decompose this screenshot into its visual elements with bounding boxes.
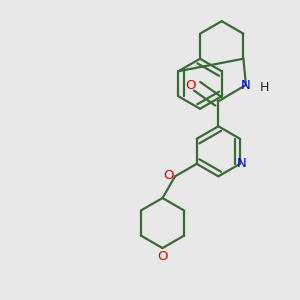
Text: O: O: [185, 79, 196, 92]
Text: N: N: [237, 157, 246, 170]
Text: O: O: [163, 169, 174, 182]
Text: O: O: [157, 250, 168, 263]
Text: H: H: [260, 81, 269, 94]
Text: N: N: [241, 79, 251, 92]
